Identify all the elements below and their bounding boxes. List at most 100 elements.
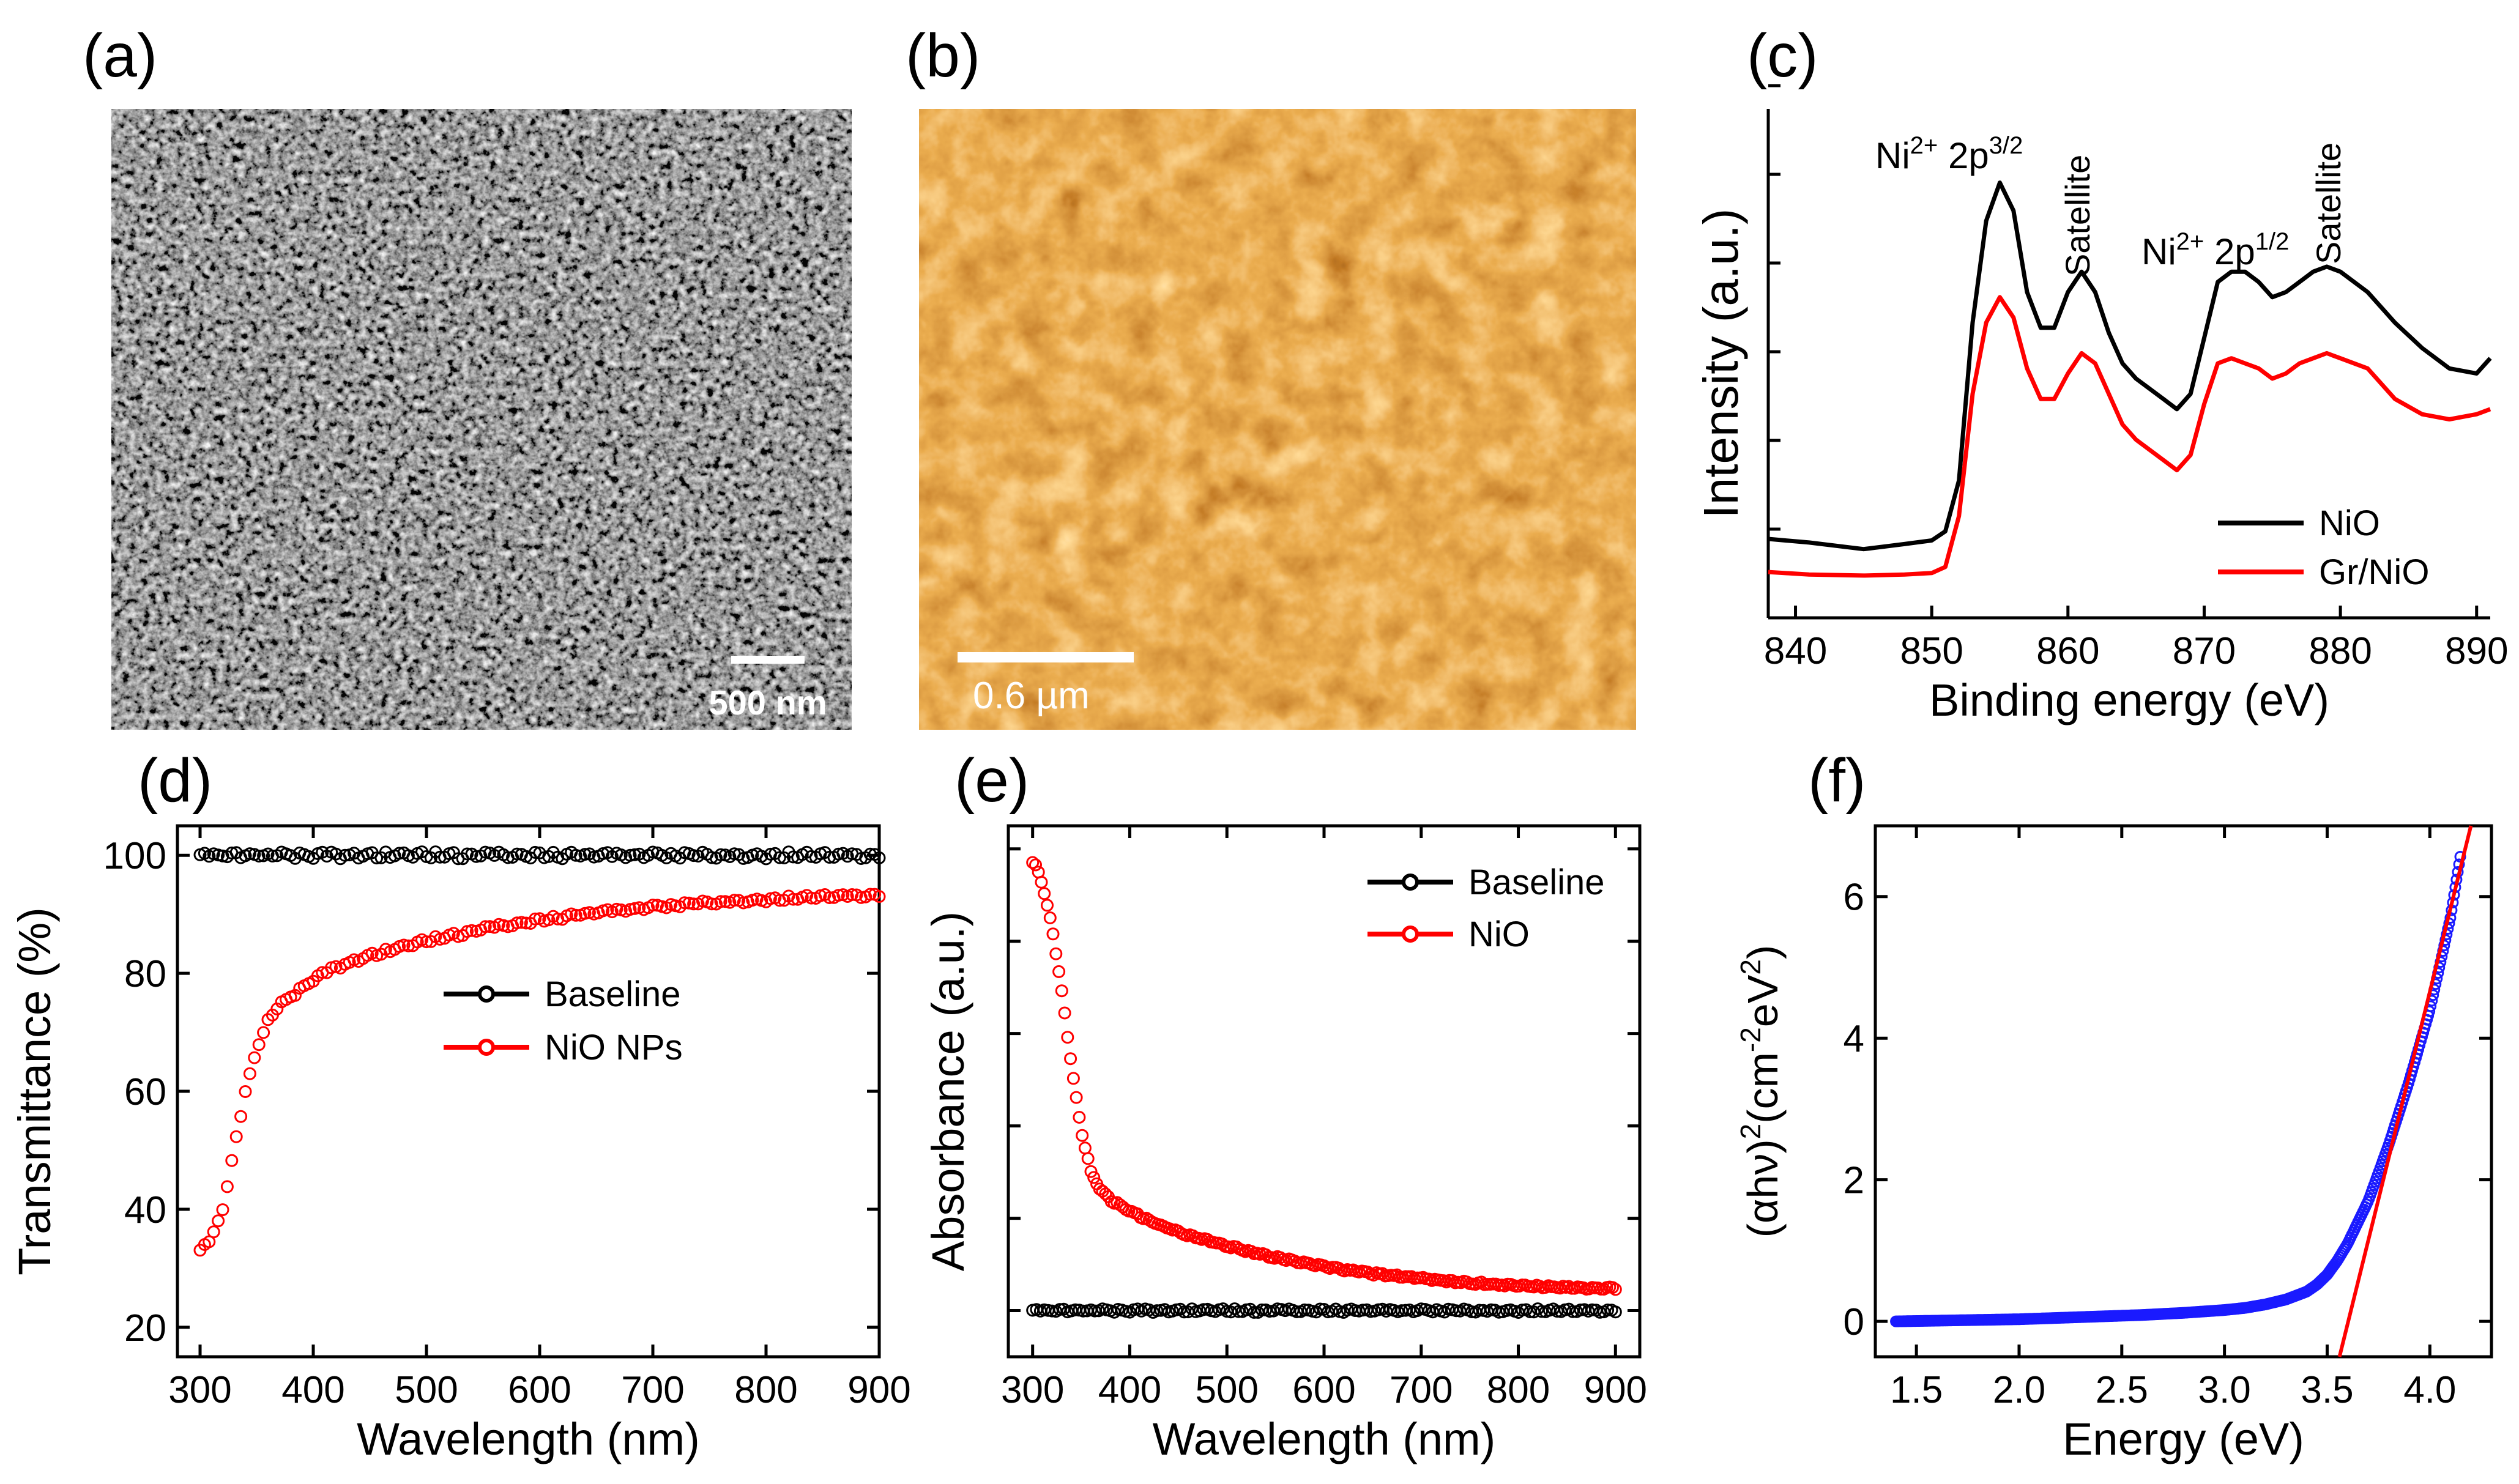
nio-marker xyxy=(1038,887,1051,900)
legend-label: NiO NPs xyxy=(545,1028,683,1067)
nio-marker xyxy=(1087,1171,1101,1184)
nio-marker xyxy=(1081,1152,1095,1165)
x-axis-label: Wavelength (nm) xyxy=(1153,1414,1496,1464)
x-axis-label: Energy (eV) xyxy=(2063,1414,2304,1464)
x-tick-label: 500 xyxy=(395,1369,458,1411)
nio-marker xyxy=(248,1051,261,1064)
nio-marker xyxy=(1058,1006,1071,1020)
nio-marker xyxy=(578,907,592,920)
plot-frame xyxy=(176,824,881,1359)
nio-marker xyxy=(212,1214,225,1228)
panel-label-f: (f) xyxy=(1808,746,1866,815)
nio-marker xyxy=(207,1225,220,1239)
nio-marker xyxy=(483,920,497,933)
legend-marker xyxy=(478,985,495,1003)
y-tick-label: 2 xyxy=(1844,1160,1864,1202)
nio-marker xyxy=(478,920,492,933)
y-tick-label: 100 xyxy=(103,835,166,877)
nio-marker xyxy=(678,896,691,910)
baseline-marker xyxy=(338,848,352,862)
x-tick-label: 900 xyxy=(847,1369,910,1411)
nio-marker xyxy=(873,890,886,903)
nio-marker xyxy=(718,895,732,908)
annotation-satellite-2: Satellite xyxy=(2309,143,2348,264)
fit-line xyxy=(2337,825,2473,1357)
x-tick-label: 600 xyxy=(1292,1369,1355,1411)
nio-marker xyxy=(569,908,582,922)
chart-e: 300 400 500 600 700 800 900 Wavelength (nm) Abso… xyxy=(923,824,1647,1464)
chart-d: 300 400 500 600 700 800 900 20 40 60 80 100 Waveleng… xyxy=(9,824,911,1464)
nio-marker xyxy=(1064,1052,1077,1066)
chart-f: 1.5 2.0 2.5 3.0 3.5 4.0 0 2 4 6 Energy (eV) (αhν)2(… xyxy=(1735,824,2493,1464)
baseline-marker xyxy=(1197,1303,1210,1316)
afm-image: 0.6 µm xyxy=(919,109,1636,730)
nio-marker xyxy=(1245,1245,1258,1258)
baseline-marker xyxy=(461,847,474,861)
x-tick-label: 300 xyxy=(1001,1369,1064,1411)
nio-marker xyxy=(623,903,637,916)
x-tick-label: 3.5 xyxy=(2301,1369,2353,1411)
y-tick-label: 4 xyxy=(1844,1018,1864,1060)
x-tick-label: 840 xyxy=(1764,630,1827,672)
baseline-marker xyxy=(1248,1305,1261,1319)
plot-frame xyxy=(1006,824,1642,1359)
nio-marker xyxy=(1066,1072,1080,1085)
nio-marker xyxy=(1084,1165,1098,1178)
x-tick-label: 890 xyxy=(2445,630,2508,672)
y-axis-label: Intensity (a.u.) xyxy=(1694,209,1748,519)
nio-marker xyxy=(628,902,641,915)
x-tick-label: 2.0 xyxy=(1993,1369,2045,1411)
nio-marker xyxy=(786,892,800,906)
baseline-marker xyxy=(1298,1303,1311,1316)
baseline-marker xyxy=(714,848,727,861)
nio-marker xyxy=(1078,1141,1092,1155)
nio-marker xyxy=(243,1067,256,1080)
x-tick-label: 850 xyxy=(1900,630,1963,672)
sem-image: 500 nm xyxy=(111,109,852,730)
panel-label-c: (c) xyxy=(1747,21,1818,90)
baseline-marker xyxy=(832,847,845,861)
nio-marker xyxy=(863,888,877,901)
x-tick-label: 870 xyxy=(2173,630,2236,672)
nio-marker xyxy=(682,896,696,910)
legend-label: NiO xyxy=(2319,503,2380,543)
nio-marker xyxy=(515,916,528,929)
panel-label-a: (a) xyxy=(83,21,157,90)
baseline-marker xyxy=(252,850,266,863)
x-tick-label: 600 xyxy=(508,1369,571,1411)
nio-marker xyxy=(1076,1129,1089,1142)
baseline-marker xyxy=(1045,1304,1059,1318)
x-tick-label: 800 xyxy=(734,1369,797,1411)
y-axis-label: (αhν)2(cm-2eV2) xyxy=(1735,945,1787,1238)
sem-scale-label: 500 nm xyxy=(709,683,827,722)
y-axis-label: Transmittance (%) xyxy=(9,907,60,1275)
baseline-marker xyxy=(1232,1305,1245,1318)
annotation-ni-2p32: Ni2+ 2p3/2 xyxy=(1875,132,2023,176)
nio-marker xyxy=(239,1085,252,1098)
nio-marker xyxy=(805,891,818,905)
y-tick-label: 80 xyxy=(124,953,166,995)
y-tick-label: 6 xyxy=(1844,877,1864,919)
nio-marker xyxy=(1043,911,1057,924)
x-tick-label: 880 xyxy=(2309,630,2372,672)
baseline-marker xyxy=(628,848,641,861)
nio-marker xyxy=(1035,875,1048,889)
baseline-marker xyxy=(873,851,886,864)
sem-scale-bar xyxy=(731,656,805,664)
legend-label: Baseline xyxy=(545,974,680,1014)
nio-marker xyxy=(714,895,727,908)
nio-marker xyxy=(764,892,777,905)
baseline-marker xyxy=(1609,1305,1622,1319)
annotation-satellite-1: Satellite xyxy=(2058,155,2097,276)
nio-marker xyxy=(1052,965,1066,978)
baseline-marker xyxy=(1535,1305,1549,1318)
x-tick-label: 700 xyxy=(621,1369,684,1411)
legend-label: Baseline xyxy=(1468,863,1604,902)
nio-marker xyxy=(610,902,623,916)
nio-marker xyxy=(1061,1031,1074,1044)
y-tick-label: 40 xyxy=(124,1189,166,1231)
series-line-NiO xyxy=(1768,180,2492,552)
nio-marker xyxy=(1609,1283,1622,1296)
legend-label: Gr/NiO xyxy=(2319,552,2429,592)
